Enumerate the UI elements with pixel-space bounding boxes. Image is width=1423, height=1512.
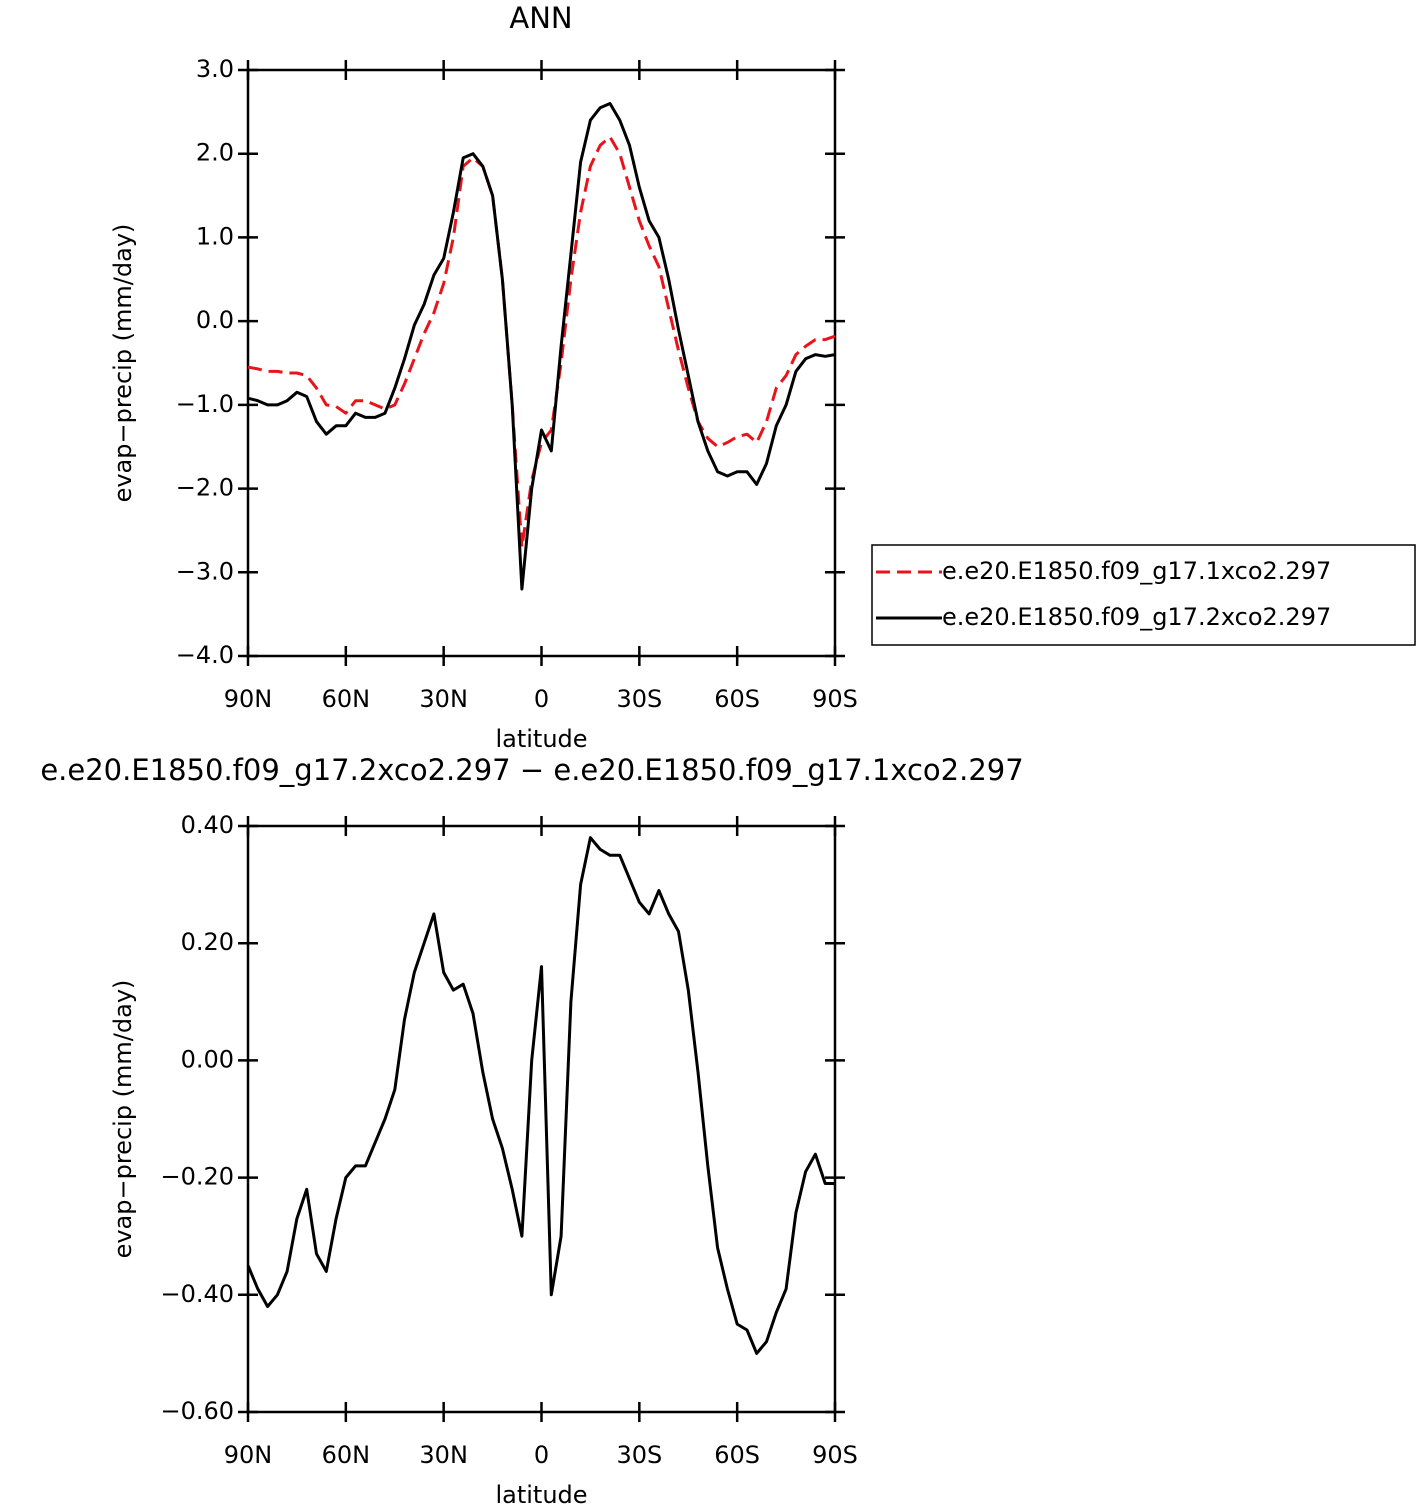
y-tick-label: 2.0 bbox=[196, 139, 234, 167]
x-tick-label: 30S bbox=[616, 685, 662, 713]
y-axis-label: evap−precip (mm/day) bbox=[109, 224, 137, 503]
y-tick-label: 0.0 bbox=[196, 306, 234, 334]
x-tick-label: 30S bbox=[616, 1441, 662, 1469]
x-tick-label: 60N bbox=[322, 685, 371, 713]
y-axis-label: evap−precip (mm/day) bbox=[109, 980, 137, 1259]
x-tick-label: 90S bbox=[812, 685, 858, 713]
x-tick-label: 0 bbox=[534, 1441, 549, 1469]
chart-title: e.e20.E1850.f09_g17.2xco2.297 − e.e20.E1… bbox=[40, 753, 1023, 787]
legend-label: e.e20.E1850.f09_g17.1xco2.297 bbox=[942, 557, 1331, 585]
data-line bbox=[247, 102, 836, 591]
y-tick-label: 3.0 bbox=[196, 55, 234, 83]
x-tick-label: 30N bbox=[419, 1441, 468, 1469]
y-tick-label: −0.20 bbox=[160, 1163, 234, 1191]
plot-frame bbox=[246, 68, 837, 658]
x-tick-label: 30N bbox=[419, 685, 468, 713]
y-tick-label: −0.60 bbox=[160, 1397, 234, 1425]
x-tick-label: 90N bbox=[224, 685, 273, 713]
y-tick-label: −1.0 bbox=[176, 390, 234, 418]
x-tick-label: 60N bbox=[322, 1441, 371, 1469]
data-line bbox=[246, 836, 835, 1355]
legend-label: e.e20.E1850.f09_g17.2xco2.297 bbox=[942, 603, 1331, 631]
y-tick-label: −2.0 bbox=[176, 474, 234, 502]
chart-title: ANN bbox=[509, 1, 572, 35]
x-tick-label: 60S bbox=[714, 685, 760, 713]
y-tick-label: 0.40 bbox=[181, 811, 234, 839]
x-tick-label: 90N bbox=[224, 1441, 273, 1469]
x-tick-label: 0 bbox=[534, 685, 549, 713]
x-axis-label: latitude bbox=[495, 725, 587, 753]
y-tick-label: 1.0 bbox=[196, 222, 234, 250]
data-line bbox=[247, 135, 836, 549]
y-tick-label: −3.0 bbox=[176, 557, 234, 585]
legend-box bbox=[871, 544, 1416, 646]
plot-frame bbox=[246, 824, 837, 1414]
y-tick-label: 0.00 bbox=[181, 1045, 234, 1073]
x-axis-label: latitude bbox=[495, 1481, 587, 1509]
x-tick-label: 90S bbox=[812, 1441, 858, 1469]
y-tick-label: −4.0 bbox=[176, 641, 234, 669]
x-tick-label: 60S bbox=[714, 1441, 760, 1469]
y-tick-label: 0.20 bbox=[181, 928, 234, 956]
y-tick-label: −0.40 bbox=[160, 1280, 234, 1308]
